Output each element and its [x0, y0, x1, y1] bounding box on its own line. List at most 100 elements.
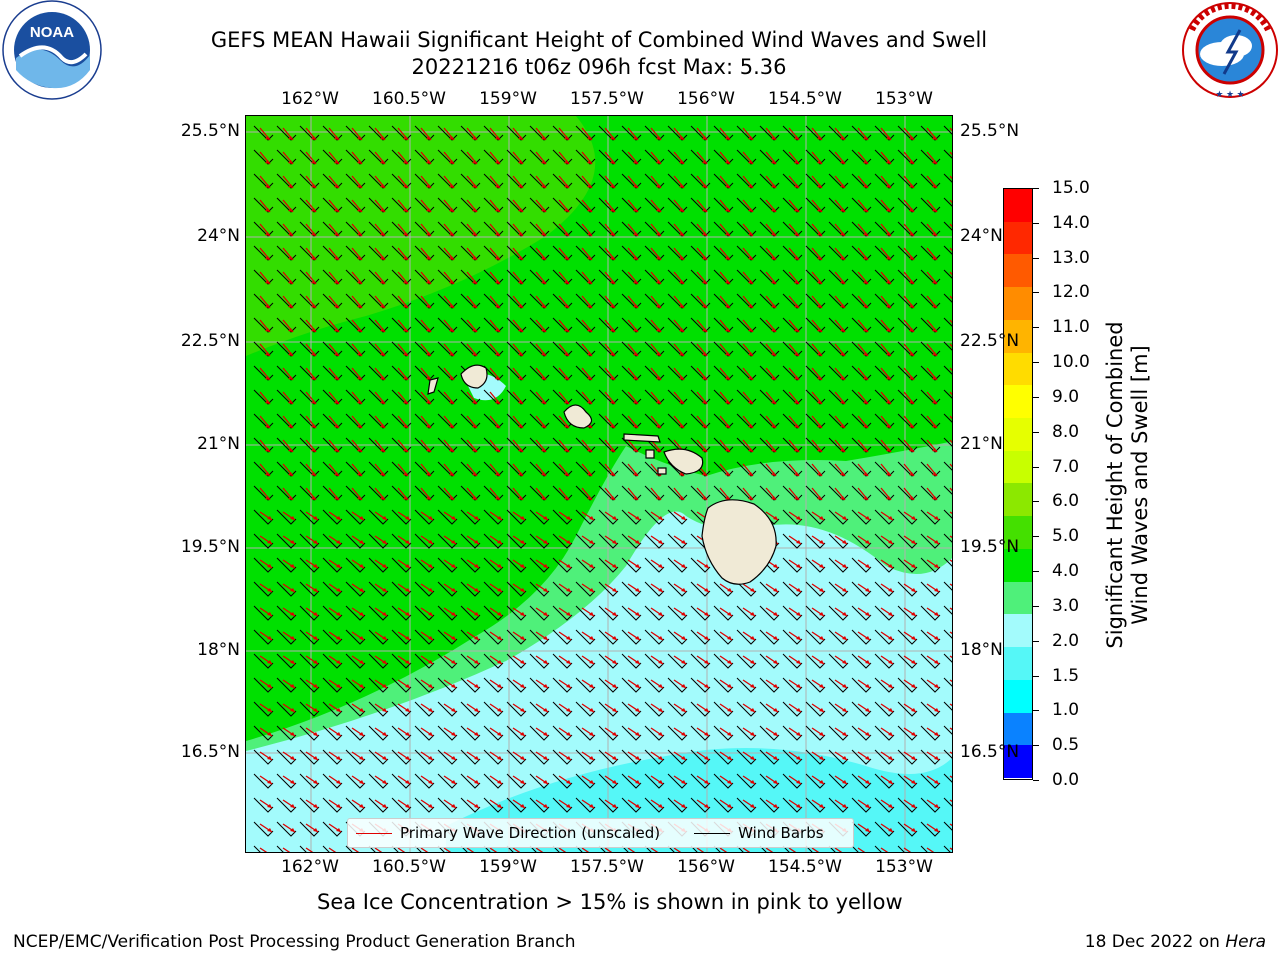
- lat-label-left: 24°N: [197, 226, 240, 246]
- nws-logo: ★ ★ ★: [1178, 0, 1280, 100]
- lon-label-top: 153°W: [875, 89, 933, 109]
- wave-height-fill: [246, 116, 952, 852]
- colorbar-segment: [1004, 483, 1032, 517]
- lat-label-right: 18°N: [960, 640, 1003, 660]
- colorbar-segment: [1004, 319, 1032, 353]
- colorbar-label: 15.0: [1052, 178, 1090, 198]
- lon-label-top: 162°W: [281, 89, 339, 109]
- colorbar-segment: [1004, 581, 1032, 615]
- wind-barb-swatch: [694, 832, 731, 834]
- colorbar-segment: [1004, 221, 1032, 255]
- colorbar-segment: [1004, 516, 1032, 549]
- lat-label-left: 16.5°N: [180, 742, 240, 762]
- colorbar-tick: [1033, 222, 1039, 224]
- map-legend: Primary Wave Direction (unscaled) Wind B…: [347, 818, 854, 848]
- colorbar-tick: [1033, 745, 1039, 747]
- colorbar-segment: [1004, 647, 1032, 680]
- colorbar-tick: [1033, 501, 1039, 503]
- lon-label-top: 157.5°W: [570, 89, 644, 109]
- lat-label-right: 22.5°N: [960, 331, 1020, 351]
- colorbar-segment: [1004, 548, 1032, 582]
- noaa-logo: NOAA: [0, 0, 104, 104]
- lat-label-right: 25.5°N: [960, 121, 1020, 141]
- colorbar-label: 0.5: [1052, 735, 1080, 756]
- footer-date: 18 Dec 2022 on Hera: [1084, 932, 1266, 952]
- lon-label-bottom: 159°W: [479, 857, 537, 877]
- colorbar-tick: [1033, 466, 1039, 468]
- wind-barb-label: Wind Barbs: [738, 824, 824, 842]
- island-lanai: [645, 449, 655, 459]
- wave-band-5-6: [246, 116, 596, 356]
- colorbar-label: 3.0: [1052, 595, 1080, 616]
- colorbar-segment: [1004, 614, 1032, 648]
- colorbar-tick: [1033, 640, 1039, 642]
- island-kauai: [460, 364, 488, 389]
- lat-label-left: 19.5°N: [180, 537, 240, 557]
- colorbar-label: 0.0: [1052, 770, 1080, 790]
- island-molokai: [623, 433, 661, 443]
- lat-label-right: 21°N: [960, 434, 1003, 454]
- colorbar-tick: [1033, 431, 1039, 433]
- svg-text:★ ★ ★: ★ ★ ★: [1215, 89, 1244, 99]
- colorbar-label: 9.0: [1052, 386, 1080, 407]
- colorbar-label: 11.0: [1052, 317, 1090, 338]
- colorbar-label: 8.0: [1052, 421, 1080, 442]
- lat-label-right: 24°N: [960, 226, 1003, 246]
- colorbar-segment: [1004, 254, 1032, 288]
- colorbar-tick: [1033, 362, 1039, 364]
- lon-label-bottom: 156°W: [677, 857, 735, 877]
- vector-field: [253, 125, 952, 852]
- island-maui: [663, 448, 704, 475]
- lon-label-top: 160.5°W: [372, 89, 446, 109]
- wave-direction-label: Primary Wave Direction (unscaled): [400, 824, 661, 842]
- colorbar-segment: [1004, 385, 1032, 419]
- chart-title: GEFS MEAN Hawaii Significant Height of C…: [210, 28, 988, 52]
- lat-label-left: 25.5°N: [180, 121, 240, 141]
- wave-height-map: [246, 116, 952, 852]
- colorbar-label: 5.0: [1052, 526, 1080, 547]
- colorbar-title: Significant Height of Combined Wind Wave…: [1103, 321, 1152, 649]
- colorbar-label: 12.0: [1052, 282, 1090, 303]
- colorbar-label: 1.0: [1052, 700, 1080, 721]
- colorbar: [1003, 188, 1033, 780]
- chart-subtitle: 20221216 t06z 096h fcst Max: 5.36: [411, 55, 787, 79]
- colorbar-label: 7.0: [1052, 456, 1080, 477]
- colorbar-tick: [1033, 327, 1039, 329]
- colorbar-label: 4.0: [1052, 561, 1080, 582]
- colorbar-tick: [1033, 710, 1039, 712]
- wave-direction-swatch: [356, 832, 392, 834]
- lon-label-bottom: 153°W: [875, 857, 933, 877]
- colorbar-tick: [1033, 675, 1039, 677]
- colorbar-label: 2.0: [1052, 630, 1080, 651]
- island-oahu: [563, 404, 593, 429]
- colorbar-tick: [1033, 605, 1039, 607]
- island-kahoolawe: [657, 467, 667, 475]
- colorbar-segment: [1004, 745, 1032, 778]
- colorbar-label: 10.0: [1052, 352, 1090, 373]
- noaa-logo-text: NOAA: [30, 24, 74, 41]
- island-hawaii-big: [701, 499, 777, 585]
- colorbar-label: 14.0: [1052, 212, 1090, 233]
- lon-label-bottom: 157.5°W: [570, 857, 644, 877]
- lat-label-left: 21°N: [197, 434, 240, 454]
- lon-label-bottom: 154.5°W: [768, 857, 842, 877]
- colorbar-segment: [1004, 418, 1032, 451]
- colorbar-label: 13.0: [1052, 247, 1090, 268]
- lon-label-bottom: 160.5°W: [372, 857, 446, 877]
- footer-branch: NCEP/EMC/Verification Post Processing Pr…: [13, 932, 576, 952]
- sea-ice-note: Sea Ice Concentration > 15% is shown in …: [317, 890, 903, 914]
- colorbar-segment: [1004, 450, 1032, 484]
- colorbar-tick: [1033, 188, 1039, 189]
- colorbar-segment: [1004, 287, 1032, 320]
- colorbar-tick: [1033, 292, 1039, 294]
- map-panel: [245, 115, 953, 853]
- lon-label-bottom: 162°W: [281, 857, 339, 877]
- island-niihau: [427, 377, 439, 395]
- colorbar-tick: [1033, 536, 1039, 538]
- lon-label-top: 154.5°W: [768, 89, 842, 109]
- lon-label-top: 159°W: [479, 89, 537, 109]
- colorbar-segment: [1004, 189, 1032, 222]
- colorbar-tick: [1033, 396, 1039, 398]
- colorbar-tick: [1033, 257, 1039, 259]
- colorbar-tick: [1033, 571, 1039, 573]
